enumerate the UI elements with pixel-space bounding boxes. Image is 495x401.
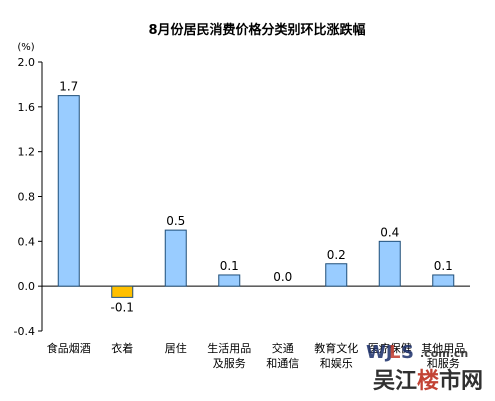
svg-text:WJ: WJ [366,342,393,363]
y-tick-label: -0.4 [14,325,35,338]
x-tick-label: 和通信 [266,357,299,370]
data-label: 0.1 [434,259,453,273]
x-tick-label: 居住 [165,341,187,355]
x-tick-label: 生活用品 [207,341,251,355]
x-tick-label: 其他用品 [421,342,465,355]
bar [432,274,455,287]
svg-text:楼: 楼 [417,368,439,394]
x-tick-label: 及服务 [213,357,246,370]
y-tick-label: 1.2 [18,146,36,159]
y-tick-label: 1.6 [18,101,36,114]
svg-text:L: L [389,342,400,363]
y-axis-unit: (%) [17,42,34,53]
data-label: 0.1 [220,259,239,273]
data-label: 0.0 [273,270,292,284]
bar [378,240,401,287]
site-watermark-logo: WJ L S .com.cn 吴江 楼 市网 [366,342,483,394]
y-tick-label: 2.0 [18,56,36,69]
bar [57,95,80,287]
y-tick-label: 0.8 [18,191,36,204]
bar [164,229,187,287]
x-tick-label: 和娱乐 [320,356,353,370]
svg-text:市网: 市网 [439,368,483,394]
chart-title: 8月份居民消费价格分类别环比涨跌幅 [148,22,365,38]
data-labels: 1.7 -0.1 0.5 0.1 0.0 0.2 0.4 0.1 [59,80,453,315]
bars [57,95,455,298]
svg-text:吴江: 吴江 [373,368,417,394]
bar [218,274,241,287]
data-label: 0.2 [327,248,346,262]
svg-text:.com.cn: .com.cn [420,347,468,360]
y-tick-label: 0.4 [18,235,36,248]
svg-text:S: S [401,342,414,363]
axes [41,62,470,331]
y-axis-ticks: -0.4 0.0 0.4 0.8 1.2 1.6 2.0 [14,56,42,338]
bar [325,263,348,287]
bar [111,285,134,298]
x-tick-label: 交通 [272,341,294,355]
x-tick-label: 教育文化 [314,341,358,355]
x-tick-label: 食品烟酒 [47,341,91,355]
data-label: 1.7 [59,80,78,94]
x-tick-label: 和服务 [427,357,460,370]
x-tick-label: 医疗保健 [368,341,412,355]
y-tick-label: 0.0 [18,280,36,293]
data-label: -0.1 [111,300,134,314]
data-label: 0.5 [166,214,185,228]
x-tick-label: 衣着 [111,341,133,355]
data-label: 0.4 [380,225,399,239]
